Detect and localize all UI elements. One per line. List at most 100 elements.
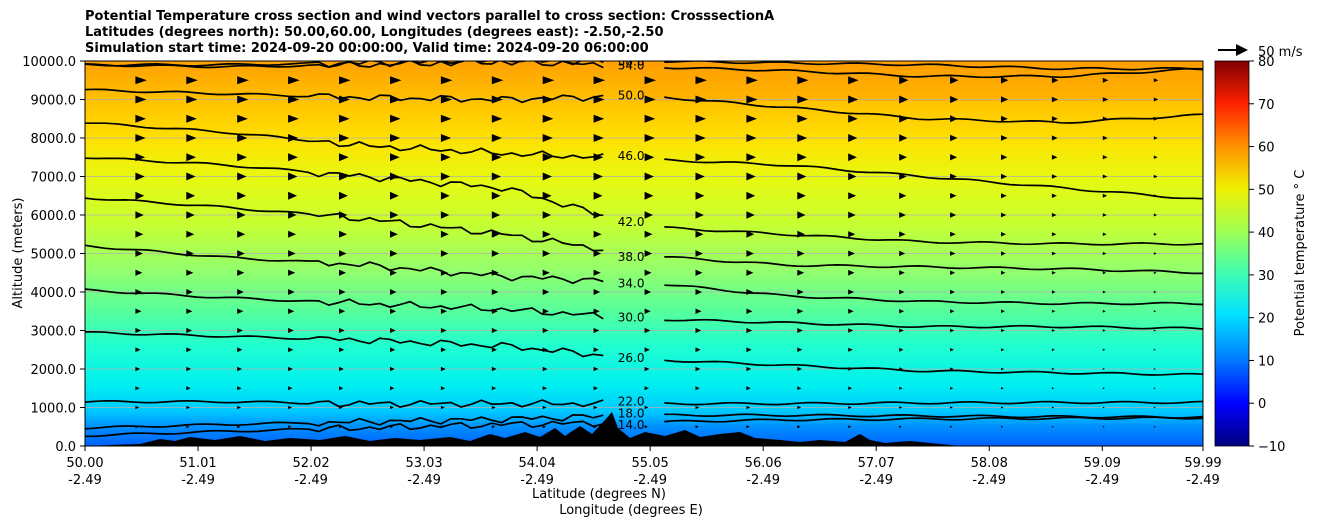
wind-vector: [135, 114, 146, 123]
wind-vector: [746, 308, 753, 314]
wind-vector: [695, 76, 707, 85]
wind-vector: [644, 230, 653, 238]
wind-vector: [186, 327, 192, 334]
wind-vector: [950, 154, 958, 161]
wind-vector: [288, 230, 297, 238]
wind-vector: [1153, 348, 1156, 351]
wind-vector: [237, 230, 246, 238]
wind-vector: [746, 425, 750, 429]
wind-vector: [1051, 154, 1058, 160]
wind-vector: [1001, 309, 1005, 313]
wind-vector: [1153, 213, 1158, 217]
wind-vector: [899, 309, 905, 314]
wind-vector: [593, 327, 600, 334]
wind-vector: [1153, 271, 1157, 274]
wind-vector: [644, 425, 648, 429]
wind-vector: [135, 289, 142, 295]
wind-vector: [644, 347, 650, 353]
wind-vector: [186, 269, 194, 276]
wind-vector: [1001, 387, 1004, 390]
contour-label: 30.0: [618, 310, 645, 324]
wind-vector: [390, 327, 396, 334]
wind-vector: [593, 347, 599, 353]
wind-vector: [390, 153, 400, 162]
contour-line: [664, 226, 1203, 246]
wind-vector: [390, 230, 398, 238]
wind-vector: [797, 405, 802, 410]
wind-vector: [440, 134, 452, 142]
wind-vector: [237, 308, 244, 314]
wind-vector: [135, 95, 147, 104]
wind-vector: [950, 115, 958, 123]
wind-vector: [848, 328, 854, 333]
wind-vector: [593, 308, 600, 314]
y-tick-label: 10000.0: [22, 55, 76, 70]
wind-vector: [1205, 79, 1209, 82]
wind-vector: [1102, 387, 1105, 390]
wind-vector: [390, 191, 399, 200]
wind-vector: [593, 172, 603, 181]
wind-vector: [848, 308, 854, 314]
wind-vector: [1001, 193, 1007, 199]
wind-vector: [1205, 272, 1207, 274]
wind-vector: [797, 328, 803, 333]
wind-vector: [237, 425, 241, 429]
wind-vector: [644, 95, 656, 104]
wind-vector: [899, 76, 909, 85]
colorbar-tick-label: 60: [1258, 141, 1275, 156]
wind-vector: [288, 153, 298, 162]
wind-vector: [746, 114, 757, 123]
y-tick-label: 6000.0: [31, 209, 77, 224]
wind-vector: [797, 114, 808, 123]
wind-vector: [950, 192, 957, 199]
wind-vector: [1001, 251, 1006, 256]
wind-vector: [491, 308, 498, 314]
colorbar-tick-label: 70: [1258, 98, 1275, 113]
wind-vector: [1205, 214, 1208, 216]
wind-vector: [746, 386, 751, 391]
wind-vector: [1153, 387, 1156, 390]
upper-right-warm-region: [640, 61, 1203, 101]
wind-vector: [1001, 96, 1009, 103]
wind-vector: [1205, 426, 1207, 428]
wind-vector: [1153, 136, 1158, 140]
wind-vector: [288, 211, 297, 219]
wind-vector: [1001, 290, 1006, 294]
x-tick-label-longitude: -2.49: [407, 473, 441, 488]
wind-vector: [746, 76, 758, 85]
wind-vector: [390, 76, 402, 85]
wind-vector: [288, 327, 294, 334]
wind-vector: [237, 134, 248, 142]
wind-vector: [339, 386, 344, 391]
wind-vector: [848, 134, 858, 142]
wind-vector: [390, 211, 399, 219]
x-tick-label-longitude: -2.49: [859, 473, 893, 488]
x-tick-label-latitude: 52.02: [292, 456, 329, 471]
wind-vector: [1205, 407, 1207, 409]
wind-vector: [237, 347, 243, 353]
wind-vector: [440, 347, 447, 353]
wind-vector: [339, 230, 347, 238]
wind-vector: [746, 405, 751, 410]
wind-vector: [339, 366, 344, 372]
wind-vector: [135, 366, 141, 372]
wind-vector: [1153, 406, 1156, 409]
wind-vector: [237, 114, 248, 123]
wind-vector: [288, 134, 299, 142]
wind-vector: [491, 153, 502, 162]
chart-title-line-1: Potential Temperature cross section and …: [85, 9, 775, 24]
wind-vector: [746, 230, 755, 238]
wind-vector: [797, 211, 806, 219]
wind-vector: [135, 327, 142, 334]
wind-vector: [746, 347, 752, 353]
wind-vector: [593, 211, 602, 219]
terrain-silhouette: [85, 412, 960, 446]
contour-label: 38.0: [618, 250, 645, 264]
colorbar-tick-label: 20: [1258, 312, 1275, 327]
wind-vector: [1205, 175, 1208, 178]
wind-vector: [390, 386, 395, 391]
x-tick-label-latitude: 57.07: [858, 456, 895, 471]
wind-vector: [339, 425, 343, 429]
wind-vector: [695, 134, 706, 142]
